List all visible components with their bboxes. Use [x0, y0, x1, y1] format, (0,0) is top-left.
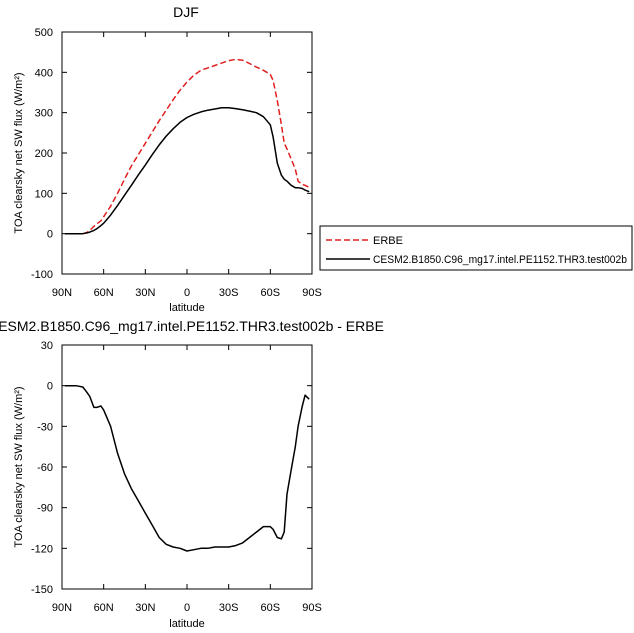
- top-plot-frame: [61, 31, 313, 275]
- top-x-ticks: 90N 60N 30N 0 30S 60S 90S: [52, 32, 322, 299]
- legend-label-erbe: ERBE: [373, 235, 403, 247]
- top-series-lines: [64, 58, 310, 235]
- legend-box: [319, 225, 633, 271]
- top-x-tick-label: 60N: [94, 287, 114, 299]
- bottom-x-tick-label: 30S: [219, 602, 239, 614]
- top-y-tick-label: 200: [35, 148, 53, 160]
- bottom-x-tick-label: 0: [184, 602, 190, 614]
- bottom-y-tick-label: -30: [37, 421, 53, 433]
- bottom-x-tick-label: 90S: [302, 602, 322, 614]
- bottom-y-tick-label: 30: [41, 340, 53, 352]
- bottom-y-tick-label: -150: [31, 584, 53, 596]
- top-y-tick-label: 100: [35, 188, 53, 200]
- bottom-x-tick-label: 30N: [135, 602, 155, 614]
- top-chart-title: DJF: [173, 4, 199, 20]
- top-series-line-model: [64, 107, 310, 235]
- bottom-y-tick-label: -60: [37, 462, 53, 474]
- top-y-tick-label: 400: [35, 67, 53, 79]
- top-legend: ERBE CESM2.B1850.C96_mg17.intel.PE1152.T…: [319, 225, 633, 271]
- top-y-tick-label: 0: [47, 229, 53, 241]
- bottom-y-axis-title: TOA clearsky net SW flux (W/m²): [13, 386, 25, 547]
- bottom-plot-frame: [61, 344, 313, 590]
- bottom-x-tick-label: 90N: [52, 602, 72, 614]
- top-series-line-erbe: [64, 58, 310, 235]
- top-y-axis-title: TOA clearsky net SW flux (W/m²): [13, 72, 25, 233]
- top-y-tick-label: -100: [31, 269, 53, 281]
- top-x-tick-label: 60S: [261, 287, 281, 299]
- bottom-series-lines: [64, 384, 310, 552]
- panel-bottom-chart: CESM2.B1850.C96_mg17.intel.PE1152.THR3.t…: [0, 318, 384, 630]
- top-y-tick-label: 500: [35, 27, 53, 39]
- bottom-x-tick-label: 60N: [94, 602, 114, 614]
- top-x-tick-label: 30N: [135, 287, 155, 299]
- top-y-ticks: -100 0 100 200 300 400 500: [31, 27, 312, 281]
- legend-label-model: CESM2.B1850.C96_mg17.intel.PE1152.THR3.t…: [373, 254, 627, 266]
- bottom-y-tick-label: -90: [37, 503, 53, 515]
- top-x-tick-label: 90N: [52, 287, 72, 299]
- top-x-tick-label: 30S: [219, 287, 239, 299]
- top-x-tick-label: 0: [184, 287, 190, 299]
- bottom-x-tick-label: 60S: [261, 602, 281, 614]
- top-x-axis-title: latitude: [169, 302, 204, 314]
- top-x-tick-label: 90S: [302, 287, 322, 299]
- bottom-y-tick-label: -120: [31, 543, 53, 555]
- bottom-y-tick-label: 0: [47, 381, 53, 393]
- panel-top-chart: DJF -100 0 100 200 300 400 500 90N 60N 30N 0 30S 60…: [13, 4, 633, 314]
- bottom-chart-title: CESM2.B1850.C96_mg17.intel.PE1152.THR3.t…: [0, 318, 384, 334]
- bottom-series-line-difference: [64, 384, 310, 552]
- bottom-x-ticks: 90N 60N 30N 0 30S 60S 90S: [52, 345, 322, 614]
- bottom-x-axis-title: latitude: [169, 618, 204, 630]
- bottom-y-ticks: -150 -120 -90 -60 -30 0 30: [31, 340, 312, 596]
- top-y-tick-label: 300: [35, 108, 53, 120]
